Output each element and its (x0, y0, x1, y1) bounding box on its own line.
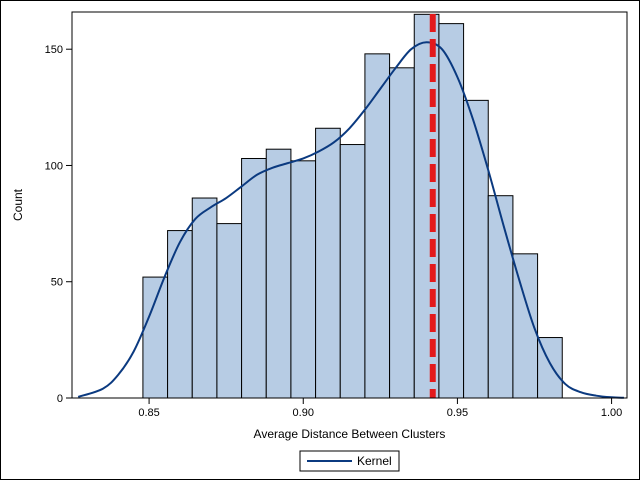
y-tick-label: 100 (45, 160, 63, 172)
kernel-density-layer (77, 41, 624, 399)
histogram-bar (241, 157, 267, 399)
histogram-bar (216, 223, 243, 399)
histogram-bar (167, 230, 193, 399)
x-tick-label: 1.00 (601, 407, 622, 419)
histogram-bar (364, 53, 391, 399)
histogram-bar (487, 195, 514, 399)
x-tick-label: 0.90 (293, 407, 314, 419)
histogram-bar (389, 67, 415, 399)
histogram-bar (315, 127, 341, 399)
histogram-bar (339, 144, 366, 399)
x-tick-label: 0.85 (138, 407, 159, 419)
x-axis-title: Average Distance Between Clusters (254, 427, 446, 441)
y-tick-label: 150 (45, 44, 63, 56)
x-axis: 0.85 0.90 0.95 1.00 (138, 398, 622, 419)
legend: Kernel (299, 450, 400, 472)
histogram-bar (265, 148, 292, 399)
histogram-bars (142, 13, 563, 399)
histogram-bar (191, 197, 218, 399)
y-tick-label: 50 (51, 277, 63, 289)
kernel-density-curve (77, 41, 624, 399)
x-tick-label: 0.95 (447, 407, 468, 419)
histogram-bar (438, 23, 465, 399)
y-tick-label: 0 (57, 393, 63, 405)
y-axis-title: Count (11, 188, 25, 221)
histogram-bar (142, 276, 169, 399)
y-axis: 0 50 100 150 (45, 44, 72, 405)
histogram-bar (463, 99, 489, 399)
plot-area-border (71, 11, 628, 399)
legend-kernel-label: Kernel (357, 454, 392, 468)
histogram-bar (290, 160, 317, 399)
